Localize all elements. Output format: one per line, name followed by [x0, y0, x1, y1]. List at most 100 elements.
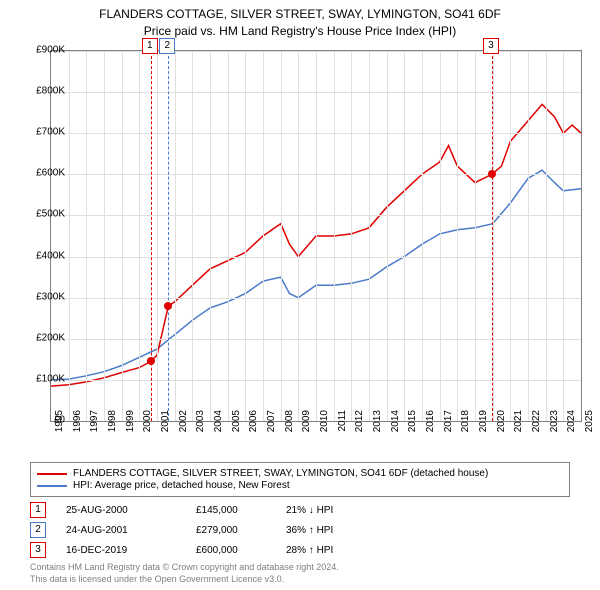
xtick-label: 2021: [513, 410, 524, 440]
legend: FLANDERS COTTAGE, SILVER STREET, SWAY, L…: [30, 462, 570, 497]
xtick-label: 2024: [566, 410, 577, 440]
transaction-date: 16-DEC-2019: [66, 545, 196, 556]
transaction-hpi: 28% ↑ HPI: [286, 545, 366, 556]
xtick-label: 2014: [390, 410, 401, 440]
legend-row-red: FLANDERS COTTAGE, SILVER STREET, SWAY, L…: [37, 468, 563, 479]
chart-container: FLANDERS COTTAGE, SILVER STREET, SWAY, L…: [0, 0, 600, 590]
xtick-label: 2017: [443, 410, 454, 440]
gridline-v: [122, 51, 123, 421]
gridline-v: [263, 51, 264, 421]
gridline-v: [563, 51, 564, 421]
legend-label-blue: HPI: Average price, detached house, New …: [73, 480, 290, 491]
transaction-vline: [151, 51, 152, 421]
xtick-label: 2010: [319, 410, 330, 440]
gridline-v: [510, 51, 511, 421]
xtick-label: 1999: [125, 410, 136, 440]
xtick-label: 2003: [195, 410, 206, 440]
xtick-label: 1996: [72, 410, 83, 440]
legend-row-blue: HPI: Average price, detached house, New …: [37, 480, 563, 491]
xtick-label: 1997: [89, 410, 100, 440]
gridline-v: [157, 51, 158, 421]
transaction-dot: [147, 357, 155, 365]
attribution-footer: Contains HM Land Registry data © Crown c…: [30, 562, 339, 585]
xtick-label: 2015: [407, 410, 418, 440]
transaction-price: £145,000: [196, 505, 286, 516]
gridline-v: [369, 51, 370, 421]
gridline-v: [210, 51, 211, 421]
transaction-date: 24-AUG-2001: [66, 525, 196, 536]
transaction-vline: [168, 51, 169, 421]
xtick-label: 2020: [496, 410, 507, 440]
xtick-label: 2018: [460, 410, 471, 440]
gridline-v: [192, 51, 193, 421]
footer-line-1: Contains HM Land Registry data © Crown c…: [30, 562, 339, 574]
footer-line-2: This data is licensed under the Open Gov…: [30, 574, 339, 586]
legend-swatch-blue: [37, 485, 67, 487]
transaction-num: 3: [30, 542, 46, 558]
gridline-v: [69, 51, 70, 421]
transaction-dot: [488, 170, 496, 178]
xtick-label: 2023: [549, 410, 560, 440]
ytick-label: £900K: [25, 45, 65, 56]
xtick-label: 2013: [372, 410, 383, 440]
gridline-v: [404, 51, 405, 421]
xtick-label: 1995: [54, 410, 65, 440]
ytick-label: £800K: [25, 86, 65, 97]
gridline-v: [175, 51, 176, 421]
xtick-label: 2004: [213, 410, 224, 440]
gridline-v: [298, 51, 299, 421]
gridline-v: [422, 51, 423, 421]
gridline-v: [316, 51, 317, 421]
ytick-label: £200K: [25, 332, 65, 343]
gridline-v: [281, 51, 282, 421]
gridline-v: [457, 51, 458, 421]
ytick-label: £100K: [25, 373, 65, 384]
gridline-v: [440, 51, 441, 421]
transaction-marker-box: 3: [483, 38, 499, 54]
transaction-vline: [492, 51, 493, 421]
transaction-dot: [164, 302, 172, 310]
ytick-label: £400K: [25, 250, 65, 261]
gridline-v: [387, 51, 388, 421]
transaction-price: £600,000: [196, 545, 286, 556]
ytick-label: £500K: [25, 209, 65, 220]
plot-area: [50, 50, 582, 422]
xtick-label: 2002: [178, 410, 189, 440]
gridline-v: [228, 51, 229, 421]
transaction-num: 2: [30, 522, 46, 538]
xtick-label: 2012: [354, 410, 365, 440]
transaction-hpi: 36% ↑ HPI: [286, 525, 366, 536]
xtick-label: 2011: [337, 410, 348, 440]
transaction-row: 224-AUG-2001£279,00036% ↑ HPI: [30, 520, 366, 540]
xtick-label: 2006: [248, 410, 259, 440]
title-line-1: FLANDERS COTTAGE, SILVER STREET, SWAY, L…: [0, 6, 600, 23]
ytick-label: £700K: [25, 127, 65, 138]
transaction-table: 1 25-AUG-2000£145,00021% ↓ HPI 2 24-AUG-200…: [30, 500, 366, 560]
ytick-label: £300K: [25, 291, 65, 302]
xtick-label: 2008: [284, 410, 295, 440]
xtick-label: 2005: [231, 410, 242, 440]
gridline-v: [334, 51, 335, 421]
transaction-date: 25-AUG-2000: [66, 505, 196, 516]
xtick-label: 2022: [531, 410, 542, 440]
xtick-label: 2009: [301, 410, 312, 440]
gridline-v: [475, 51, 476, 421]
chart-title: FLANDERS COTTAGE, SILVER STREET, SWAY, L…: [0, 0, 600, 40]
title-line-2: Price paid vs. HM Land Registry's House …: [0, 23, 600, 40]
gridline-v: [245, 51, 246, 421]
transaction-row: 1 25-AUG-2000£145,00021% ↓ HPI: [30, 500, 366, 520]
gridline-v: [546, 51, 547, 421]
xtick-label: 2019: [478, 410, 489, 440]
gridline-v: [104, 51, 105, 421]
gridline-v: [351, 51, 352, 421]
xtick-label: 2016: [425, 410, 436, 440]
ytick-label: £600K: [25, 168, 65, 179]
xtick-label: 2025: [584, 410, 595, 440]
transaction-hpi: 21% ↓ HPI: [286, 505, 366, 516]
gridline-v: [86, 51, 87, 421]
legend-swatch-red: [37, 473, 67, 475]
xtick-label: 1998: [107, 410, 118, 440]
xtick-label: 2001: [160, 410, 171, 440]
transaction-num: 1: [30, 502, 46, 518]
xtick-label: 2000: [142, 410, 153, 440]
